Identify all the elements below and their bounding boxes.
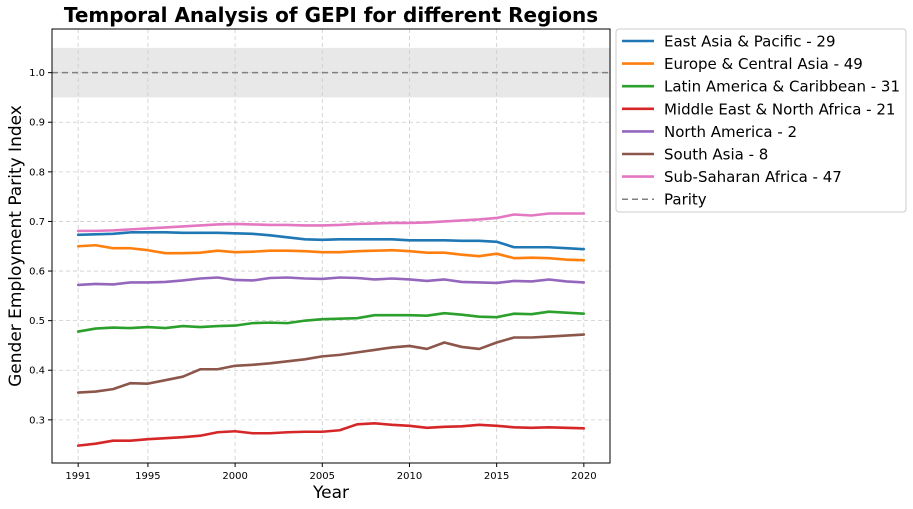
x-tick-label: 2020 — [571, 471, 596, 482]
x-tick-label: 1991 — [65, 471, 90, 482]
series-line-5 — [76, 333, 586, 394]
series-line-2 — [76, 310, 586, 333]
legend-label: Sub-Saharan Africa - 47 — [664, 168, 842, 186]
x-tick-label: 2005 — [310, 471, 335, 482]
series-line-6 — [76, 212, 586, 233]
legend-frame — [615, 28, 907, 213]
legend-label: East Asia & Pacific - 29 — [664, 33, 836, 51]
series-line-4 — [76, 276, 586, 287]
y-axis-ticks: 0.3 0.4 0.5 0.6 0.7 0.8 0.9 1.0 — [29, 68, 52, 426]
y-tick-label: 0.8 — [29, 167, 45, 178]
legend-label: South Asia - 8 — [664, 146, 768, 164]
chart-title: Temporal Analysis of GEPI for different … — [64, 3, 598, 27]
y-tick-label: 0.5 — [29, 316, 45, 327]
x-tick-label: 2015 — [484, 471, 509, 482]
x-tick-label: 2010 — [397, 471, 422, 482]
y-axis-label: Gender Employment Parity Index — [6, 105, 26, 387]
y-tick-label: 0.9 — [29, 118, 45, 129]
x-tick-label: 2000 — [222, 471, 247, 482]
legend-label: Parity — [664, 191, 707, 209]
x-tick-label: 1995 — [135, 471, 160, 482]
series-line-0 — [76, 231, 586, 251]
legend-label: Europe & Central Asia - 49 — [664, 55, 863, 73]
legend-label: North America - 2 — [664, 123, 797, 141]
y-tick-label: 0.6 — [29, 267, 45, 278]
x-axis-ticks: 1991 1995 2000 2005 2010 2015 2020 — [65, 463, 597, 482]
y-tick-label: 1.0 — [29, 68, 45, 79]
plot-area — [51, 28, 611, 464]
legend-label: Latin America & Caribbean - 31 — [664, 78, 900, 96]
plot-frame — [51, 28, 611, 464]
y-tick-label: 0.7 — [29, 217, 45, 228]
y-tick-label: 0.4 — [29, 366, 45, 377]
legend-label: Middle East & North Africa - 21 — [664, 100, 895, 118]
series-lines — [76, 212, 586, 447]
y-tick-label: 0.3 — [29, 415, 45, 426]
legend: East Asia & Pacific - 29 Europe & Central… — [615, 28, 907, 213]
series-line-3 — [76, 422, 586, 447]
x-axis-label: Year — [312, 483, 349, 503]
series-line-1 — [76, 243, 586, 262]
